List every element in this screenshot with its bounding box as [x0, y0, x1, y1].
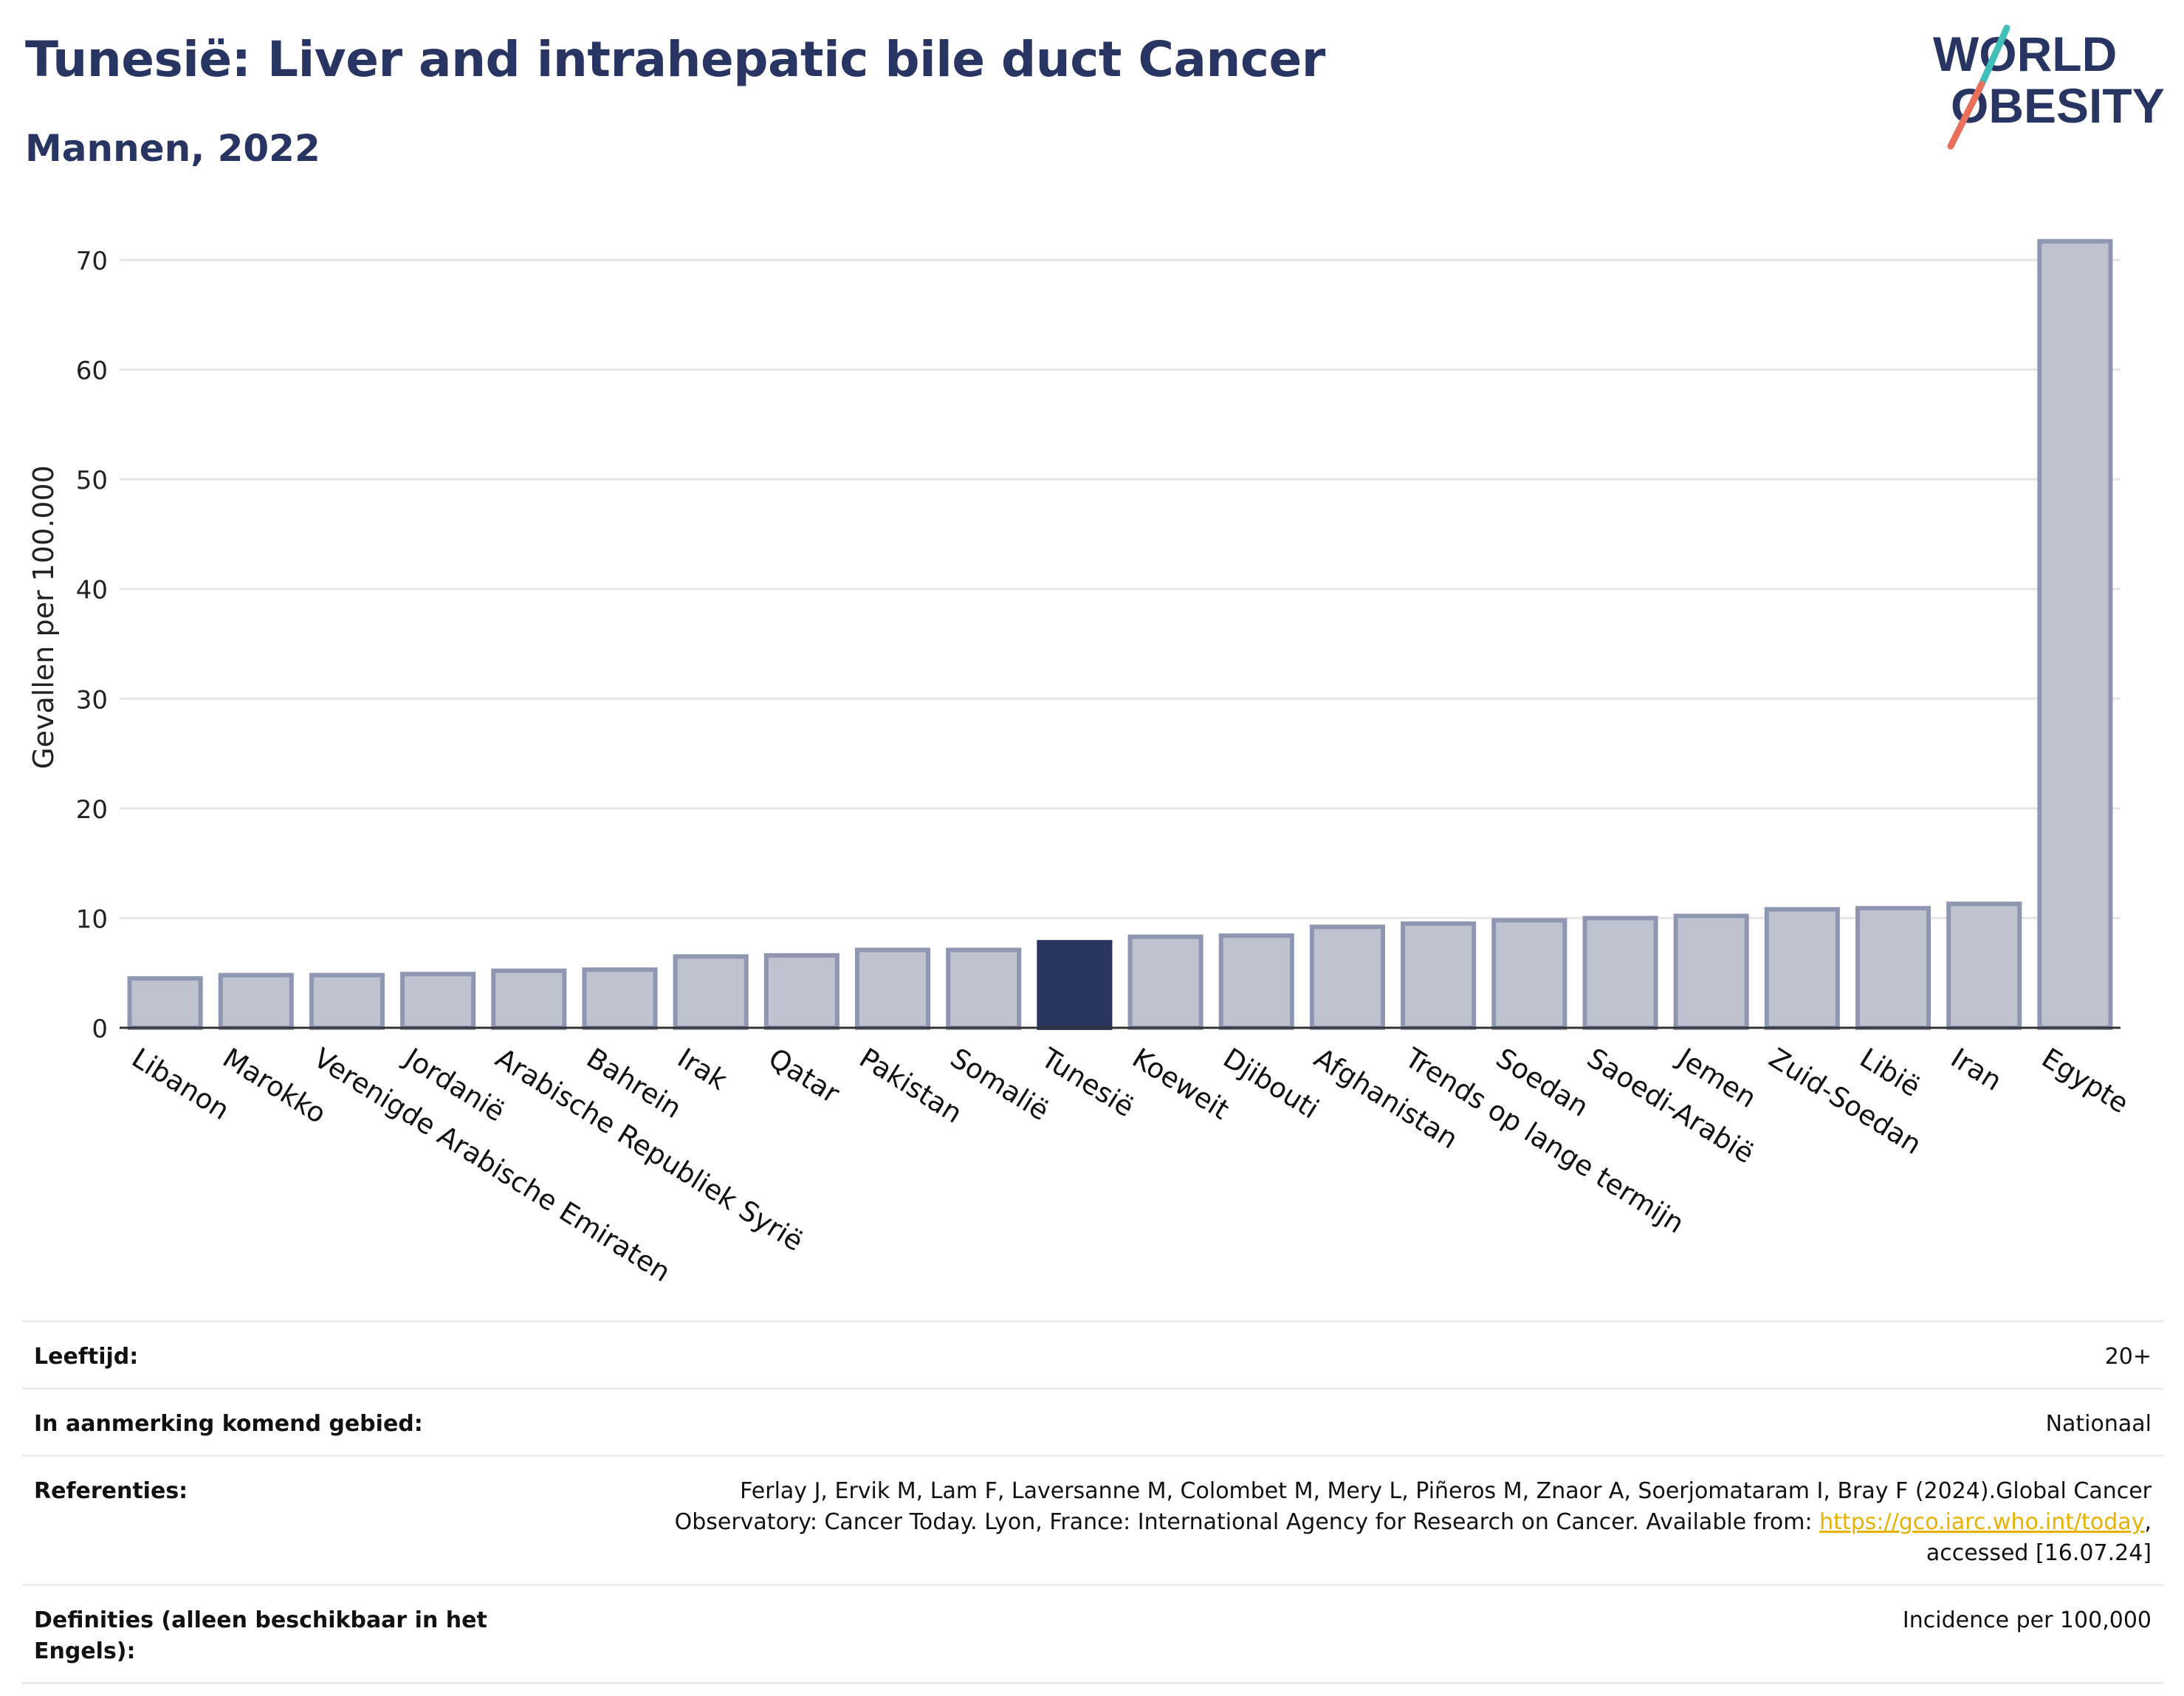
bar-tunesi-: [1037, 940, 1113, 1030]
x-tick-label: Tunesië: [1035, 1042, 1139, 1124]
meta-row-area: In aanmerking komend gebied: Nationaal: [22, 1387, 2163, 1455]
y-tick-label: 20: [76, 795, 108, 825]
x-tick-label: Marokko: [217, 1042, 332, 1130]
age-label: Leeftijd:: [34, 1344, 139, 1370]
area-value: Nationaal: [2045, 1411, 2152, 1437]
bar-koeweit: [1127, 934, 1203, 1030]
meta-row-references: Referenties: Ferlay J, Ervik M, Lam F, L…: [22, 1455, 2163, 1584]
y-axis-label: Gevallen per 100.000: [27, 465, 60, 769]
definitions-value: Incidence per 100,000: [1902, 1607, 2152, 1633]
bar-trends-op-lange-termijn: [1401, 921, 1477, 1031]
logo-line1: WORLD: [1933, 27, 2117, 81]
x-tick-label: Libië: [1854, 1042, 1926, 1103]
x-tick-label: Egypte: [2036, 1042, 2135, 1119]
gridlines: [120, 258, 2121, 919]
references-accessed: , accessed [16.07.24]: [1926, 1509, 2152, 1566]
x-tick-label: Iran: [1946, 1042, 2008, 1097]
bar-djibouti: [1218, 933, 1294, 1030]
y-tick-label: 30: [76, 685, 108, 715]
references-label: Referenties:: [34, 1478, 188, 1504]
bar-libanon: [127, 976, 203, 1030]
definitions-label: Definities (alleen beschikbaar in het En…: [34, 1607, 487, 1664]
bar-libi-: [1855, 906, 1931, 1030]
x-tick-label: Djibouti: [1218, 1042, 1324, 1125]
metadata-table: Leeftijd: 20+ In aanmerking komend gebie…: [22, 1320, 2163, 1684]
x-tick-label: Somalië: [945, 1042, 1054, 1127]
bar-jordani-: [400, 972, 476, 1030]
bar-chart: 0 10 20 30 40 50 60 70 Gevallen per 100.000 Lib…: [27, 238, 2134, 1288]
age-value: 20+: [2104, 1344, 2152, 1370]
y-tick-label: 40: [76, 576, 108, 605]
meta-row-age: Leeftijd: 20+: [22, 1320, 2163, 1387]
references-link[interactable]: https://gco.iarc.who.int/today: [1819, 1509, 2145, 1535]
x-tick-label: Koeweit: [1127, 1042, 1234, 1126]
y-tick-label: 70: [76, 247, 108, 276]
area-label: In aanmerking komend gebied:: [34, 1411, 423, 1437]
x-tick-label: Libanon: [126, 1042, 235, 1126]
bar-marokko: [218, 972, 294, 1030]
references-value: Ferlay J, Ervik M, Lam F, Laversanne M, …: [660, 1476, 2152, 1569]
logo-line2: OBESITY: [1951, 78, 2165, 133]
meta-row-definitions: Definities (alleen beschikbaar in het En…: [22, 1584, 2163, 1684]
bars: [127, 238, 2113, 1031]
bar-somali-: [946, 947, 1022, 1030]
bar-qatar: [763, 952, 839, 1031]
bar-arabische-republiek-syri-: [491, 968, 567, 1030]
bar-egypte: [2037, 238, 2113, 1031]
y-tick-label: 10: [76, 904, 108, 934]
y-axis-ticks: 0 10 20 30 40 50 60 70: [76, 247, 108, 1044]
bar-iran: [1946, 902, 2022, 1030]
bar-verenigde-arabische-emiraten: [309, 972, 385, 1030]
bar-soedan: [1491, 918, 1567, 1031]
x-tick-label: Zuid-Soedan: [1763, 1042, 1927, 1161]
bar-irak: [673, 954, 749, 1031]
bar-bahrein: [582, 967, 658, 1031]
bar-afghanistan: [1309, 924, 1385, 1031]
bar-jemen: [1673, 913, 1749, 1031]
bar-pakistan: [855, 947, 931, 1030]
y-tick-label: 60: [76, 357, 108, 386]
page-subtitle: Mannen, 2022: [25, 127, 320, 170]
x-tick-label: Irak: [672, 1042, 733, 1096]
x-tick-label: Pakistan: [854, 1042, 967, 1130]
y-tick-label: 0: [92, 1014, 108, 1044]
bar-zuid-soedan: [1764, 907, 1840, 1030]
bar-saoedi-arabi-: [1582, 916, 1658, 1031]
x-tick-label: Qatar: [763, 1042, 845, 1110]
references-text: Ferlay J, Ervik M, Lam F, Laversanne M, …: [674, 1478, 2152, 1535]
page-title: Tunesië: Liver and intrahepatic bile duc…: [25, 31, 1325, 88]
y-tick-label: 50: [76, 466, 108, 495]
world-obesity-logo: WORLD OBESITY: [1933, 24, 2165, 150]
